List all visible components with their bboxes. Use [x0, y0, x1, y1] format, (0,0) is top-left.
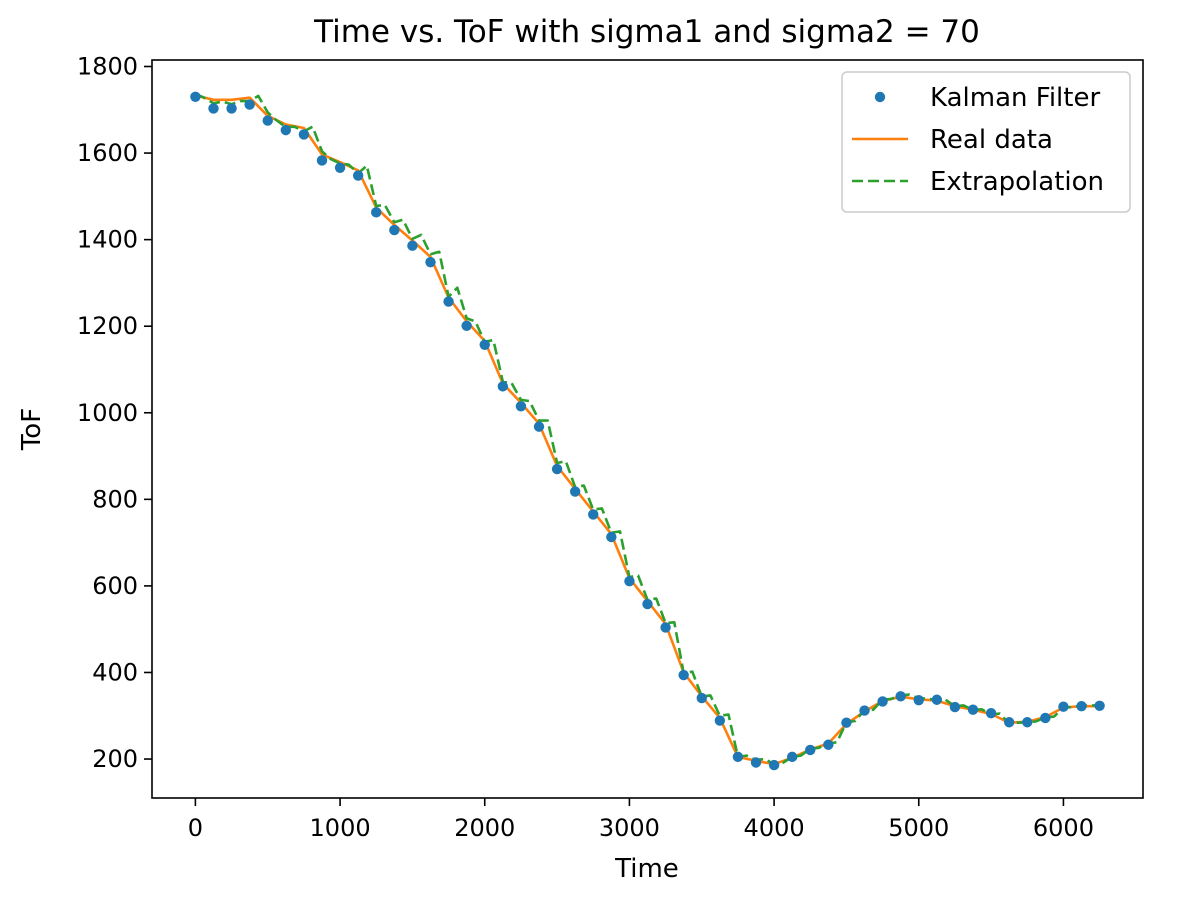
kalman-filter-point [768, 759, 780, 771]
legend-label: Real data [930, 125, 1053, 155]
y-tick-label: 1400 [77, 226, 138, 254]
x-tick-label: 5000 [888, 814, 949, 842]
y-tick-label: 800 [92, 485, 138, 513]
kalman-filter-point [407, 240, 418, 251]
kalman-filter-point [877, 696, 888, 707]
kalman-filter-point [985, 707, 997, 719]
kalman-filter-point [389, 224, 400, 236]
legend: Kalman Filter Real data Extrapolation [841, 71, 1131, 213]
y-tick-label: 1600 [77, 139, 138, 167]
kalman-filter-point [895, 691, 906, 702]
kalman-filter-legend-marker [874, 91, 886, 103]
kalman-filter-series [190, 91, 1105, 771]
y-tick-label: 600 [92, 572, 138, 600]
legend-box [841, 71, 1131, 213]
kalman-filter-point [1040, 712, 1051, 724]
kalman-filter-point [244, 99, 255, 110]
kalman-filter-point [606, 531, 617, 543]
y-tick-label: 400 [92, 658, 138, 686]
kalman-filter-point [949, 701, 961, 713]
x-tick-label: 1000 [310, 814, 371, 842]
kalman-filter-point [696, 692, 707, 704]
kalman-filter-point [371, 207, 382, 218]
kalman-filter-point [425, 256, 436, 268]
kalman-filter-point [190, 91, 201, 102]
kalman-filter-point [1076, 701, 1087, 712]
kalman-filter-point [298, 129, 310, 140]
x-axis-label: Time [614, 854, 679, 884]
kalman-filter-point [786, 751, 798, 763]
kalman-filter-point [262, 115, 273, 126]
kalman-filter-point [805, 744, 816, 756]
y-axis: 200 400 600 800 1000 1200 1400 1600 1800 [77, 52, 152, 773]
kalman-filter-point [479, 339, 490, 351]
kalman-filter-point [352, 170, 364, 181]
kalman-filter-point [714, 715, 726, 726]
legend-label: Kalman Filter [930, 83, 1100, 113]
kalman-filter-point [316, 155, 328, 166]
axes-frame [151, 59, 1144, 799]
legend-label: Extrapolation [930, 167, 1104, 197]
kalman-filter-point [823, 739, 834, 750]
kalman-filter-point [461, 320, 472, 331]
chart-title: Time vs. ToF with sigma1 and sigma2 = 70 [313, 14, 980, 50]
kalman-filter-point [859, 705, 870, 716]
kalman-filter-point [533, 421, 545, 432]
kalman-filter-point [624, 575, 635, 587]
y-tick-label: 1000 [77, 399, 138, 427]
kalman-filter-point [678, 669, 689, 681]
x-axis: 0 1000 2000 3000 4000 5000 6000 [188, 798, 1094, 842]
kalman-filter-point [569, 486, 581, 497]
kalman-filter-point [515, 401, 527, 412]
plot-area [151, 59, 1144, 799]
kalman-filter-point [732, 751, 744, 763]
kalman-filter-point [226, 103, 237, 114]
x-tick-label: 0 [188, 814, 203, 842]
kalman-filter-point [208, 103, 219, 114]
series-layer [190, 91, 1105, 771]
kalman-filter-point [967, 704, 979, 715]
kalman-filter-point [1003, 717, 1015, 728]
y-tick-label: 1200 [77, 312, 138, 340]
kalman-filter-point [1094, 700, 1105, 712]
kalman-filter-point [750, 757, 762, 768]
x-tick-label: 3000 [599, 814, 660, 842]
kalman-filter-point [841, 717, 852, 728]
kalman-filter-point [334, 162, 346, 173]
kalman-filter-point [660, 622, 671, 633]
kalman-filter-point [1022, 717, 1033, 728]
x-tick-label: 2000 [454, 814, 515, 842]
y-tick-label: 200 [92, 745, 138, 773]
kalman-filter-point [642, 598, 653, 610]
kalman-filter-point [551, 463, 563, 475]
kalman-filter-point [280, 124, 292, 136]
y-tick-label: 1800 [77, 52, 138, 80]
kalman-filter-point [588, 509, 599, 520]
y-axis-label: ToF [17, 408, 47, 451]
kalman-filter-point [913, 694, 924, 706]
x-tick-label: 4000 [744, 814, 805, 842]
kalman-filter-point [1058, 701, 1069, 712]
kalman-filter-point [931, 694, 943, 705]
kalman-filter-point [497, 381, 509, 392]
x-tick-label: 6000 [1033, 814, 1094, 842]
kalman-filter-point [443, 296, 454, 307]
